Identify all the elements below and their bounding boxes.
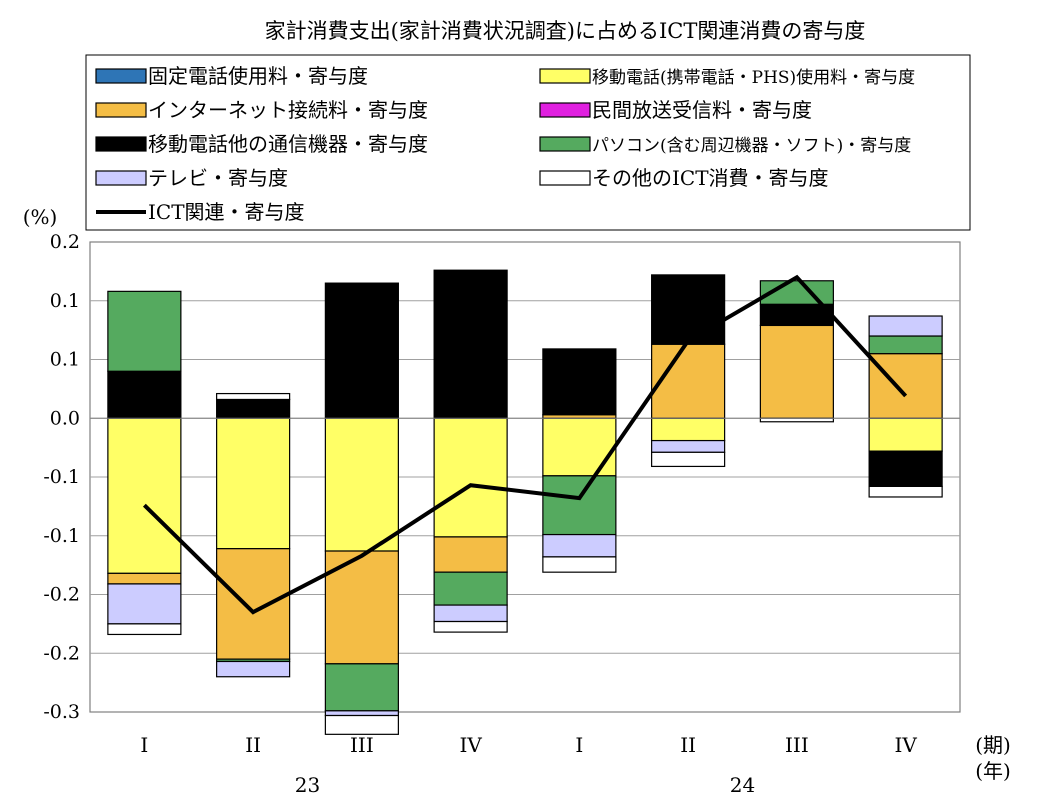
year-unit: (年) <box>975 759 1011 783</box>
chart-title: 家計消費支出(家計消費状況調査)に占めるICT関連消費の寄与度 <box>265 19 866 43</box>
bar-segment <box>651 343 726 419</box>
x-tick-label: III <box>350 733 374 757</box>
x-axis-labels: I II III IV I II III IV <box>140 733 917 757</box>
bar-segment <box>216 548 291 660</box>
ict-total-line <box>142 274 908 615</box>
bar-segment <box>759 417 834 423</box>
bar-segment <box>542 417 617 477</box>
bar-segment <box>868 315 943 337</box>
y-tick-label: -0.2 <box>43 584 80 606</box>
y-tick-label: -0.3 <box>43 701 80 723</box>
legend-label: 固定電話使用料・寄与度 <box>148 64 368 88</box>
bar-segment <box>433 269 508 419</box>
y-tick-label: -0.2 <box>43 642 80 664</box>
y-tick-label: 0.1 <box>50 290 80 312</box>
legend-label: 移動電話他の通信機器・寄与度 <box>148 132 428 156</box>
legend-swatch <box>539 170 591 186</box>
bar-segment <box>107 623 182 636</box>
bar-segment <box>107 583 182 625</box>
legend-swatch <box>95 170 147 186</box>
bar-segment <box>433 536 508 573</box>
legend-label: パソコン(含む周辺機器・ソフト)・寄与度 <box>592 136 911 156</box>
year-labels: 23 24 <box>295 773 755 797</box>
legend-box <box>85 54 971 231</box>
bar-segment <box>651 451 726 468</box>
bar-segment <box>216 417 291 550</box>
year-label: 23 <box>295 773 320 797</box>
x-axis-unit: (期) <box>975 733 1011 757</box>
x-tick-label: II <box>680 733 696 757</box>
legend-label: テレビ・寄与度 <box>148 166 288 190</box>
legend-swatch <box>95 102 147 118</box>
legend-label: インターネット接続料・寄与度 <box>148 98 428 122</box>
bar-segment <box>216 660 291 678</box>
bar-segment <box>651 439 726 453</box>
bar-segment <box>433 620 508 633</box>
bar-segment <box>651 417 726 442</box>
bar-segment <box>433 571 508 606</box>
bar-segment <box>324 710 399 717</box>
bar-segment <box>651 274 726 345</box>
legend-swatch <box>95 136 147 152</box>
legend-swatch <box>95 68 147 84</box>
legend-label: ICT関連・寄与度 <box>148 200 305 224</box>
bar-segment <box>324 714 399 735</box>
legend: 固定電話使用料・寄与度 移動電話(携帯電話・PHS)使用料・寄与度インターネット接… <box>95 64 915 224</box>
y-axis-unit: (%) <box>23 205 58 229</box>
bar-segment <box>868 485 943 498</box>
bar-segment <box>107 417 182 574</box>
legend-swatch <box>539 68 591 84</box>
bar-segment <box>542 556 617 573</box>
x-tick-label: III <box>785 733 809 757</box>
y-axis-ticks: 0.2 0.1 0.1 0.0 -0.1 -0.1 -0.2 -0.2 -0.3 <box>43 231 80 723</box>
bar-segment <box>868 450 943 487</box>
bar-segment <box>324 663 399 712</box>
bar-segment <box>107 572 182 585</box>
legend-swatch <box>539 102 591 118</box>
bar-segment <box>216 398 291 419</box>
x-tick-label: I <box>140 733 148 757</box>
bar-segment <box>324 417 399 552</box>
y-tick-label: 0.2 <box>50 231 80 253</box>
y-tick-label: -0.1 <box>43 525 80 547</box>
bar-segment <box>868 335 943 355</box>
x-tick-label: I <box>575 733 583 757</box>
legend-label: その他のICT消費・寄与度 <box>592 166 829 190</box>
x-tick-label: IV <box>459 733 482 757</box>
legend-label: 移動電話(携帯電話・PHS)使用料・寄与度 <box>592 67 915 88</box>
bar-segment <box>107 290 182 372</box>
bars <box>107 269 943 735</box>
x-tick-label: IV <box>894 733 917 757</box>
bar-segment <box>542 533 617 558</box>
bar-segment <box>542 475 617 536</box>
bar-segment <box>107 370 182 419</box>
legend-swatch <box>539 136 591 152</box>
bar-segment <box>433 604 508 623</box>
bar-segment <box>759 324 834 419</box>
total-line <box>142 274 908 615</box>
y-tick-label: 0.1 <box>50 349 80 371</box>
bar-segment <box>216 392 291 401</box>
bar-segment <box>868 417 943 452</box>
bar-segment <box>868 353 943 419</box>
legend-label: 民間放送受信料・寄与度 <box>592 98 812 122</box>
y-tick-label: 0.0 <box>50 407 80 429</box>
year-label: 24 <box>730 773 755 797</box>
y-tick-label: -0.1 <box>43 466 80 488</box>
x-tick-label: II <box>245 733 261 757</box>
bar-segment <box>433 417 508 538</box>
bar-segment <box>324 282 399 419</box>
bar-segment <box>542 348 617 416</box>
